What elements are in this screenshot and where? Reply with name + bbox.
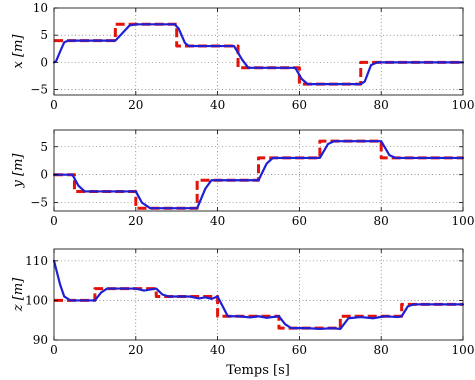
- z-measured-line: [52, 259, 465, 331]
- z-x-tick-label: 100: [452, 343, 475, 357]
- y-x-tick-label: 80: [374, 214, 389, 228]
- plot-z-position: 0 20 40 60 80 100 90 100 110 z [m]: [11, 248, 475, 357]
- z-x-tick-label: 20: [128, 343, 143, 357]
- y-x-tick-label: 0: [50, 214, 58, 228]
- x-x-tick-label: 60: [292, 98, 307, 112]
- z-x-tick-label: 60: [292, 343, 307, 357]
- x-plot-frame: [53, 7, 464, 96]
- y-x-tick-label: 100: [452, 214, 475, 228]
- x-y-tick-label: 10: [33, 1, 48, 15]
- x-x-tick-label: 0: [50, 98, 58, 112]
- x-x-tick-label: 20: [128, 98, 143, 112]
- y-y-axis-title: y [m]: [11, 153, 26, 189]
- z-x-tick-label: 80: [374, 343, 389, 357]
- y-x-tick-label: 60: [292, 214, 307, 228]
- z-y-axis-title: z [m]: [11, 277, 26, 312]
- x-y-tick-label: 0: [40, 55, 48, 69]
- y-y-tick-label: 5: [40, 140, 48, 154]
- y-reference-line: [54, 139, 463, 210]
- z-x-tick-label: 0: [50, 343, 58, 357]
- y-y-tick-label: 0: [40, 168, 48, 182]
- z-y-tick-label: 100: [25, 293, 48, 307]
- x-x-tick-label: 40: [210, 98, 225, 112]
- y-x-tick-label: 20: [128, 214, 143, 228]
- y-plot-frame: [53, 129, 464, 212]
- y-y-tick-label: −5: [30, 196, 48, 210]
- x-y-axis-title: x [m]: [11, 34, 26, 69]
- x-axis-title: Temps [s]: [226, 363, 290, 378]
- y-measured-line: [52, 140, 465, 210]
- x-x-tick-label: 100: [452, 98, 475, 112]
- x-x-tick-label: 80: [374, 98, 389, 112]
- z-y-tick-label: 110: [25, 254, 48, 268]
- x-y-tick-label: −5: [30, 83, 48, 97]
- z-x-tick-label: 40: [210, 343, 225, 357]
- x-measured-line: [52, 23, 465, 86]
- z-y-tick-label: 90: [33, 333, 48, 347]
- x-reference-line: [54, 22, 463, 86]
- y-x-tick-label: 40: [210, 214, 225, 228]
- z-reference-line: [54, 287, 463, 330]
- x-y-tick-label: 5: [40, 28, 48, 42]
- z-plot-frame: [53, 248, 464, 341]
